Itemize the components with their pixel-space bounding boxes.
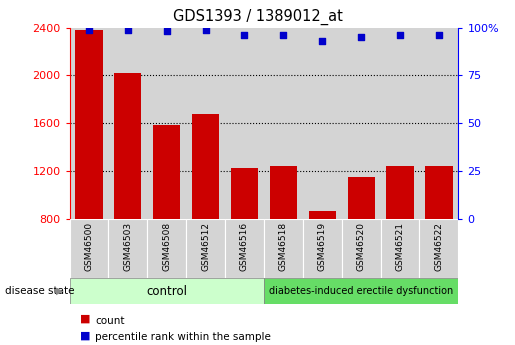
- Bar: [264, 219, 303, 278]
- Text: GSM46519: GSM46519: [318, 222, 327, 271]
- Bar: [303, 28, 342, 219]
- Bar: [225, 219, 264, 278]
- Bar: [225, 28, 264, 219]
- Text: ■: ■: [80, 331, 90, 340]
- Bar: [108, 28, 147, 219]
- Point: [357, 34, 365, 40]
- Text: GSM46508: GSM46508: [162, 222, 171, 271]
- Text: GSM46521: GSM46521: [396, 222, 404, 271]
- Bar: [70, 278, 264, 304]
- Bar: [342, 28, 381, 219]
- Text: ■: ■: [80, 314, 90, 324]
- Point: [201, 27, 210, 32]
- Bar: [114, 73, 142, 219]
- Text: GSM46512: GSM46512: [201, 222, 210, 271]
- Text: count: count: [95, 316, 125, 326]
- Text: ▶: ▶: [56, 286, 63, 296]
- Bar: [420, 219, 458, 278]
- Bar: [108, 219, 147, 278]
- Bar: [264, 28, 303, 219]
- Text: GSM46520: GSM46520: [357, 222, 366, 271]
- Bar: [303, 219, 342, 278]
- Bar: [231, 168, 258, 219]
- Bar: [420, 28, 458, 219]
- Bar: [70, 219, 109, 278]
- Text: GSM46500: GSM46500: [84, 222, 93, 271]
- Point: [124, 27, 132, 32]
- Point: [435, 32, 443, 38]
- Bar: [381, 219, 419, 278]
- Text: diabetes-induced erectile dysfunction: diabetes-induced erectile dysfunction: [269, 286, 453, 296]
- Bar: [192, 114, 219, 219]
- Bar: [270, 166, 297, 219]
- Bar: [153, 125, 180, 219]
- Point: [279, 32, 287, 38]
- Text: disease state: disease state: [5, 286, 75, 296]
- Bar: [381, 28, 419, 219]
- Text: GSM46516: GSM46516: [240, 222, 249, 271]
- Bar: [264, 278, 458, 304]
- Point: [241, 32, 249, 38]
- Bar: [147, 219, 186, 278]
- Point: [318, 38, 327, 44]
- Text: GDS1393 / 1389012_at: GDS1393 / 1389012_at: [173, 9, 342, 25]
- Bar: [186, 28, 225, 219]
- Bar: [425, 166, 453, 219]
- Bar: [147, 28, 186, 219]
- Bar: [342, 219, 381, 278]
- Text: control: control: [146, 285, 187, 297]
- Bar: [308, 211, 336, 219]
- Text: GSM46522: GSM46522: [435, 222, 443, 271]
- Point: [85, 27, 93, 32]
- Text: GSM46503: GSM46503: [124, 222, 132, 271]
- Bar: [348, 177, 375, 219]
- Bar: [75, 30, 102, 219]
- Bar: [186, 219, 225, 278]
- Bar: [386, 166, 414, 219]
- Text: GSM46518: GSM46518: [279, 222, 288, 271]
- Bar: [70, 28, 109, 219]
- Point: [396, 32, 404, 38]
- Text: percentile rank within the sample: percentile rank within the sample: [95, 332, 271, 342]
- Point: [163, 29, 171, 34]
